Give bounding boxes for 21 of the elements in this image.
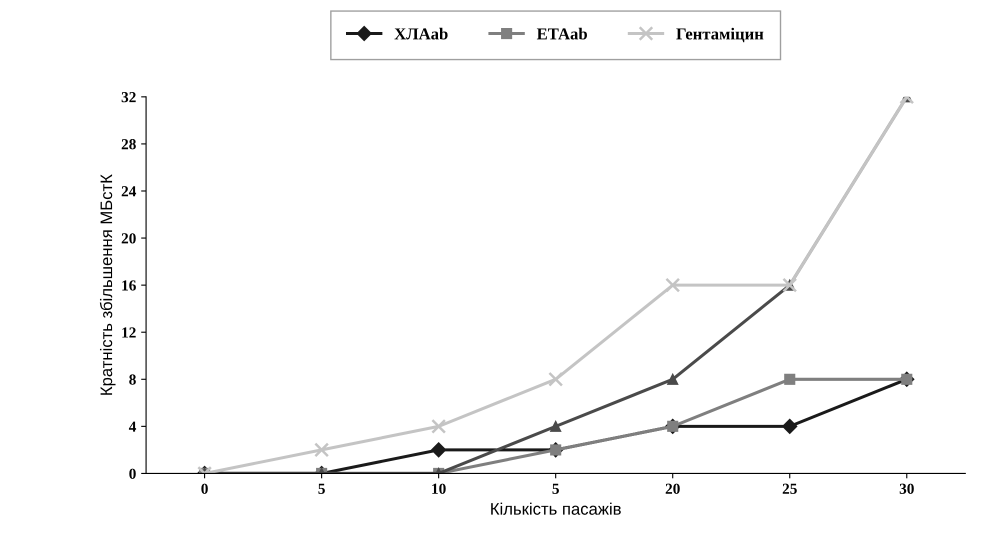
y-tick-label: 8 xyxy=(129,374,136,385)
y-tick-label: 20 xyxy=(122,233,136,244)
y-tick-label: 4 xyxy=(128,422,136,432)
x-axis-title: Кількість пасажів xyxy=(491,502,621,515)
legend-label: ХЛАab xyxy=(394,28,448,40)
legend-label: ЕТАab xyxy=(536,28,587,40)
y-tick-label: 0 xyxy=(129,468,136,479)
x-tick-label: 30 xyxy=(900,484,914,494)
x-tick-label: 5 xyxy=(552,484,559,494)
y-tick-label: 12 xyxy=(122,327,136,338)
y-axis-title: Кратність збільшення МБстК xyxy=(100,174,116,395)
y-tick-label: 24 xyxy=(122,186,136,196)
y-tick-label: 28 xyxy=(122,139,136,150)
x-tick-label: 10 xyxy=(432,484,446,494)
x-tick-label: 0 xyxy=(201,484,208,494)
x-tick-label: 20 xyxy=(666,484,680,494)
x-tick-label: 5 xyxy=(318,484,325,494)
legend-label: Гентаміцин xyxy=(676,28,764,42)
y-tick-label: 32 xyxy=(122,92,136,102)
x-tick-label: 25 xyxy=(782,484,797,494)
y-tick-label: 16 xyxy=(122,280,136,291)
